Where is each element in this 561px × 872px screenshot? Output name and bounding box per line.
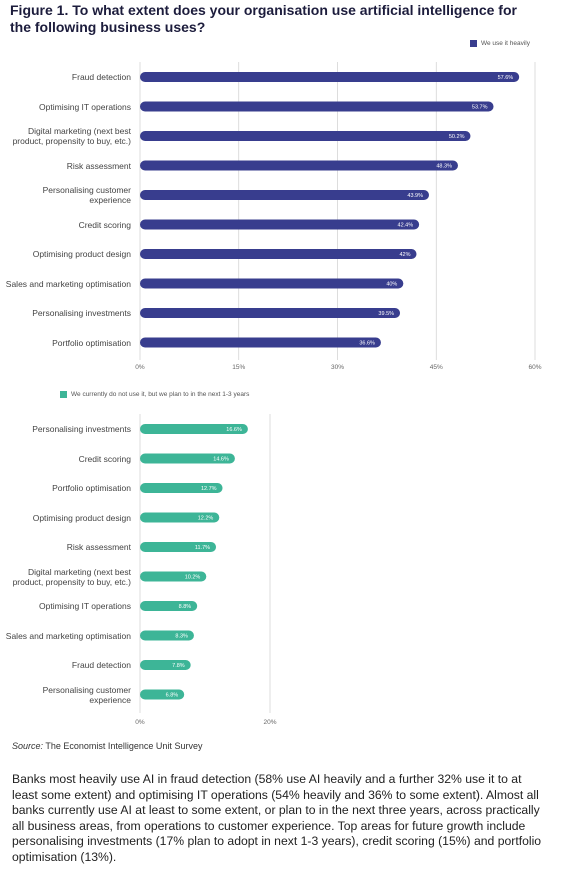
category-label: Personalising investments <box>32 424 131 434</box>
value-label: 11.7% <box>195 545 210 551</box>
bar <box>140 278 404 289</box>
bar <box>140 453 235 464</box>
category-label: Personalising customer experience <box>42 684 131 705</box>
bar <box>140 160 458 171</box>
x-tick-label: 60% <box>528 364 542 371</box>
category-label: Sales and marketing optimisation <box>5 278 131 289</box>
bar <box>140 630 194 641</box>
source: Source: The Economist Intelligence Unit … <box>12 741 202 751</box>
body-text: Banks most heavily use AI in fraud detec… <box>12 772 542 864</box>
bar <box>140 249 417 259</box>
x-tick-label: 30% <box>330 364 345 371</box>
value-label: 42% <box>399 252 410 258</box>
value-label: 8.8% <box>179 604 192 610</box>
category-label: Risk assessment <box>66 542 131 552</box>
bar <box>140 424 248 434</box>
category-label: Optimising IT operations <box>39 101 131 112</box>
category-label: Optimising IT operations <box>39 601 131 611</box>
value-label: 14.6% <box>213 457 229 463</box>
x-tick-label: 0% <box>135 364 145 371</box>
value-label: 40% <box>386 282 397 288</box>
category-label: Personalising investments <box>32 308 131 318</box>
x-tick-label: 15% <box>232 364 246 371</box>
bar <box>140 483 223 493</box>
figure-title: Figure 1. To what extent does your organ… <box>10 2 517 35</box>
charts: 57.6% 53.7% 50.2% 48.3% 43.9% 42.4% 42% 40% 39.5… <box>139 62 536 713</box>
bar <box>140 660 191 670</box>
value-label: 36.6% <box>359 341 375 347</box>
x-tick-label: 45% <box>429 364 443 371</box>
legend: We currently do not use it, but we plan … <box>60 391 249 398</box>
legend-label: We use it heavily <box>480 40 530 47</box>
bar <box>140 219 420 230</box>
category-label: Fraud detection <box>71 660 131 670</box>
bar <box>140 542 217 552</box>
bar <box>140 689 185 700</box>
legend-swatch <box>469 40 477 47</box>
value-label: 39.5% <box>378 311 394 317</box>
value-label: 16.6% <box>226 427 242 433</box>
category-label: Credit scoring <box>78 219 131 230</box>
bar <box>140 512 220 523</box>
category-label: Portfolio optimisation <box>52 483 131 493</box>
bar <box>140 72 520 82</box>
category-label: Optimising product design <box>32 249 131 259</box>
bar <box>140 337 381 348</box>
value-label: 12.2% <box>198 516 214 522</box>
bar <box>140 601 198 611</box>
category-label: Personalising customer experience <box>42 185 131 205</box>
bar <box>140 308 401 318</box>
source-text: The Economist Intelligence Unit Survey <box>45 741 203 751</box>
value-label: 42.4% <box>398 223 414 229</box>
category-label: Digital marketing (next best product, pr… <box>12 126 131 146</box>
value-label: 57.6% <box>498 75 514 81</box>
value-label: 53.7% <box>472 105 488 111</box>
bar <box>140 101 494 112</box>
category-label: Portfolio optimisation <box>52 337 131 348</box>
category-label: Credit scoring <box>78 453 131 464</box>
value-label: 43.9% <box>407 193 423 199</box>
category-label: Optimising product design <box>32 512 131 523</box>
value-label: 12.7% <box>201 486 217 492</box>
category-label: Risk assessment <box>66 160 131 171</box>
value-label: 48.3% <box>436 164 452 170</box>
value-label: 7.8% <box>172 663 185 669</box>
value-label: 8.3% <box>175 634 188 640</box>
value-label: 10.2% <box>185 575 201 581</box>
bar <box>140 190 430 200</box>
legend-label: We currently do not use it, but we plan … <box>71 391 250 398</box>
source-label: Source: <box>12 741 44 751</box>
legend: We use it heavily <box>469 40 530 47</box>
category-label: Sales and marketing optimisation <box>5 630 131 641</box>
bar <box>140 571 207 582</box>
value-label: 50.2% <box>449 134 465 140</box>
x-tick-label: 20% <box>263 719 277 726</box>
category-label: Fraud detection <box>71 72 131 82</box>
value-label: 6.8% <box>166 693 179 699</box>
x-tick-label: 0% <box>135 719 145 726</box>
category-label: Digital marketing (next best product, pr… <box>12 566 131 587</box>
bar <box>140 131 471 141</box>
legend-swatch <box>60 391 67 398</box>
